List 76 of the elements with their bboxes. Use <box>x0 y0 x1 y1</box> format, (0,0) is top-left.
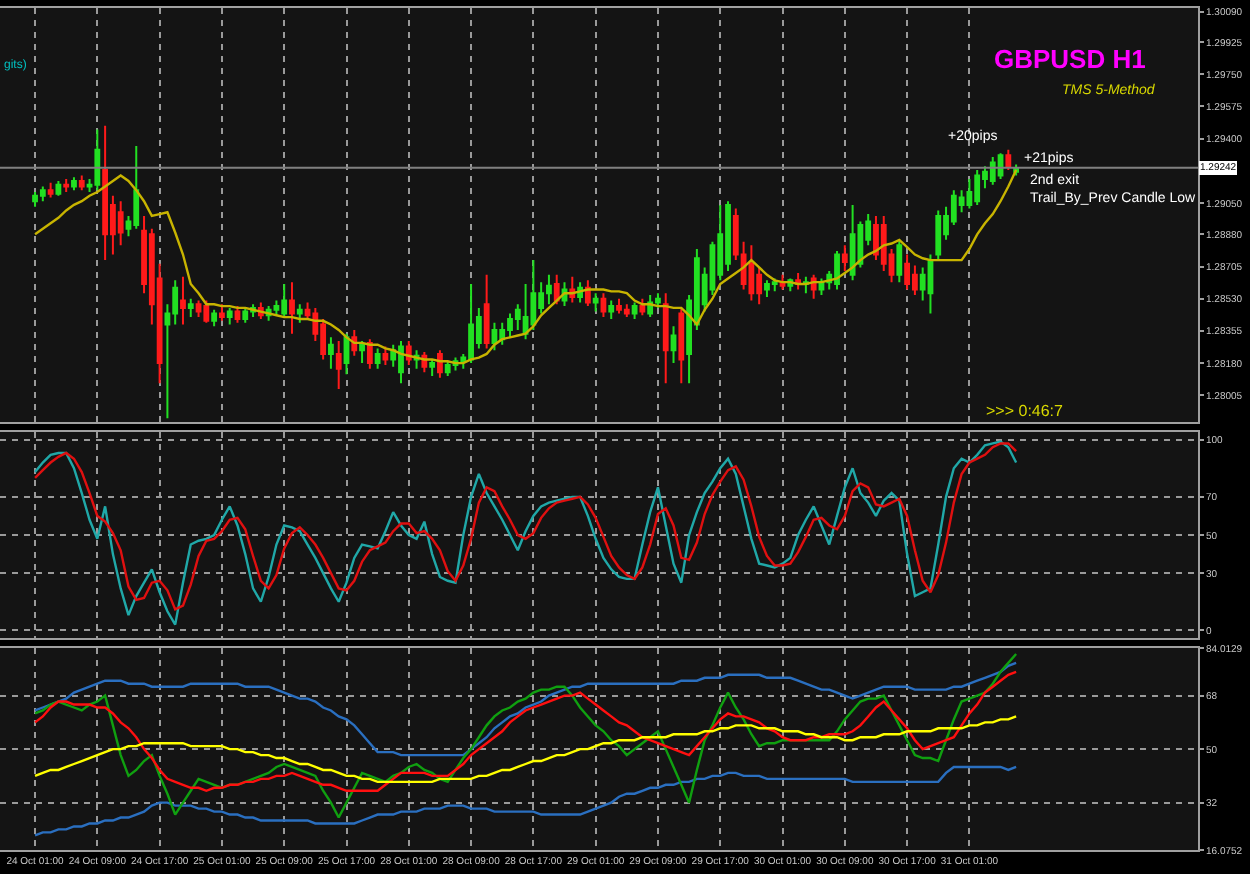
candlestick <box>32 191 38 208</box>
candlestick <box>631 301 638 320</box>
candlestick <box>764 279 770 298</box>
candlestick <box>600 292 607 319</box>
candlestick <box>662 292 669 385</box>
candlestick <box>841 244 848 273</box>
candlestick <box>507 312 513 339</box>
candlestick <box>180 275 186 326</box>
candlestick <box>63 178 70 193</box>
candlestick <box>849 203 856 282</box>
candlestick <box>678 306 685 385</box>
candlestick <box>802 275 809 295</box>
candlestick <box>896 238 903 284</box>
candlestick <box>296 303 303 324</box>
candlestick <box>219 303 225 322</box>
candlestick <box>366 338 373 370</box>
candlestick <box>226 306 233 326</box>
candlestick <box>39 185 46 203</box>
candlestick <box>1005 148 1012 171</box>
candlestick <box>281 283 288 319</box>
candlestick <box>203 299 210 324</box>
candlestick <box>553 273 560 306</box>
line-series <box>33 652 1018 819</box>
candlestick <box>133 145 140 230</box>
candlestick <box>655 292 661 309</box>
candlestick <box>374 347 381 370</box>
candlestick <box>530 259 537 331</box>
candlestick <box>187 297 194 319</box>
candlestick <box>616 297 622 315</box>
candlestick <box>289 281 295 335</box>
candlestick <box>359 340 365 365</box>
candlestick <box>242 306 249 324</box>
candlestick <box>989 156 996 186</box>
candlestick <box>71 176 77 192</box>
candlestick <box>211 308 218 328</box>
candlestick <box>499 321 506 346</box>
candlestick <box>483 273 490 350</box>
candlestick <box>935 209 942 262</box>
candlestick <box>382 345 389 366</box>
candlestick <box>102 124 109 262</box>
candlestick <box>328 336 334 370</box>
candlestick <box>47 181 54 199</box>
line-series <box>33 168 1018 365</box>
candlestick <box>546 273 552 306</box>
line-series <box>33 661 1018 757</box>
candlestick <box>398 340 404 385</box>
candlestick <box>927 253 934 315</box>
candlestick <box>725 200 731 273</box>
line-series <box>33 715 1018 784</box>
candlestick <box>94 128 101 192</box>
candlestick <box>78 174 85 192</box>
candlestick <box>117 200 124 247</box>
line-series <box>33 670 1018 792</box>
candlestick <box>623 303 630 319</box>
text: GBPUSD H1 <box>994 44 1146 74</box>
candlestick <box>834 249 840 291</box>
candlestick <box>437 349 443 379</box>
candlestick <box>639 297 646 317</box>
candlestick <box>795 271 801 291</box>
line-series <box>33 765 1018 837</box>
candlestick <box>748 244 755 302</box>
candlestick <box>195 299 202 319</box>
candlestick <box>904 253 911 291</box>
candlestick <box>670 325 677 365</box>
candlestick <box>55 179 62 197</box>
candlestick <box>335 340 342 390</box>
candlestick <box>444 360 451 377</box>
annotation: >>> 0:46:7 <box>986 402 1065 420</box>
candlestick <box>468 283 474 365</box>
candlestick <box>429 358 436 377</box>
candlestick <box>608 299 615 320</box>
candlestick <box>974 168 981 206</box>
candlestick <box>771 277 778 293</box>
candlestick <box>592 292 599 313</box>
candlestick <box>966 178 973 210</box>
candlestick <box>569 275 576 304</box>
